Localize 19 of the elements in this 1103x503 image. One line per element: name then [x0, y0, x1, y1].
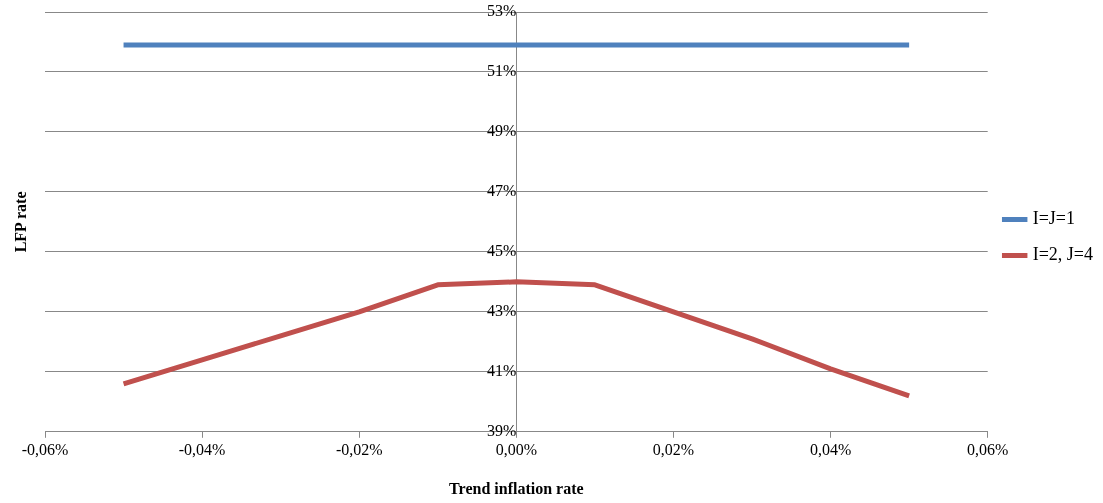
x-tick-label: -0,04% [178, 440, 226, 458]
y-tick-label: 41% [487, 362, 517, 380]
legend-label: I=J=1 [1032, 208, 1076, 229]
y-tick-label: 39% [487, 422, 517, 439]
x-tick-label: 0,02% [652, 440, 695, 458]
x-tick-label: 0,00% [495, 440, 538, 458]
x-tick-label: -0,02% [335, 440, 383, 458]
y-tick-label: 49% [487, 122, 517, 140]
y-tick-label: 47% [487, 182, 517, 200]
x-axis-title: Trend inflation rate [449, 480, 584, 498]
y-tick-label: 43% [487, 302, 517, 320]
x-tick-label: -0,06% [21, 440, 69, 458]
y-tick-label: 51% [487, 62, 517, 80]
x-tick-label: 0,04% [809, 440, 852, 458]
y-tick-label: 45% [487, 242, 517, 260]
y-axis-title: LFP rate [12, 191, 30, 253]
legend-label: I=2, J=4 [1032, 244, 1094, 265]
y-tick-label: 53% [487, 2, 517, 20]
x-tick-label: 0,06% [967, 440, 1009, 458]
